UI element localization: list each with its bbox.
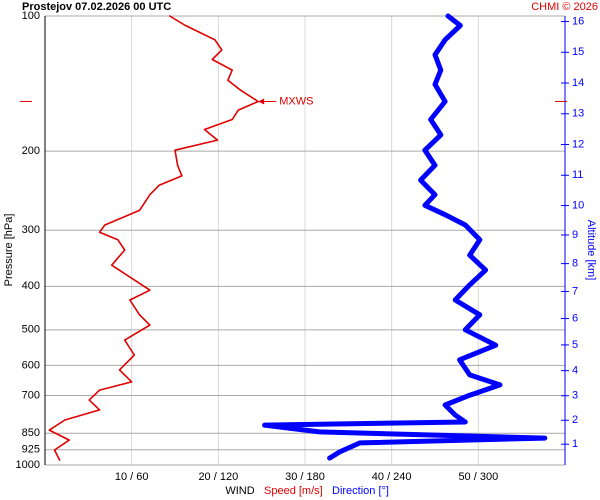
direction-line: [262, 13, 548, 461]
y-tick-label: 1000: [16, 459, 40, 471]
y2-tick-label: 14: [572, 77, 584, 89]
legend-direction: Direction [°]: [332, 485, 389, 497]
credit: CHMI © 2026: [531, 1, 598, 13]
y2-tick-label: 11: [572, 169, 583, 181]
x-tick-label: 30 / 180: [285, 471, 325, 483]
y2-tick-label: 15: [572, 46, 584, 58]
y2-tick-label: 8: [572, 258, 578, 270]
y2-tick-label: 5: [572, 339, 578, 351]
x-tick-label: 10 / 60: [115, 471, 149, 483]
y2-tick-label: 1: [572, 438, 578, 450]
y2-tick-label: 12: [572, 138, 584, 150]
y-tick-label: 500: [22, 324, 40, 336]
y-axis-label: Pressure [hPa]: [3, 214, 15, 287]
y-tick-label: 100: [22, 10, 40, 22]
annotation-arrowhead: [258, 98, 265, 105]
y2-tick-label: 2: [572, 414, 578, 426]
speed-line: [48, 15, 259, 461]
x-tick-label: 40 / 240: [372, 471, 412, 483]
y2-tick-label: 6: [572, 312, 578, 324]
y-tick-label: 300: [22, 224, 40, 236]
y2-tick-label: 4: [572, 365, 578, 377]
y-tick-label: 600: [22, 359, 40, 371]
y2-tick-label: 9: [572, 229, 578, 241]
y2-tick-label: 13: [572, 108, 584, 120]
y-tick-label: 200: [22, 145, 40, 157]
y-tick-label: 925: [22, 444, 40, 456]
y2-axis-label: Altitude [km]: [585, 220, 597, 281]
y-tick-label: 850: [22, 427, 40, 439]
y-tick-label: 700: [22, 389, 40, 401]
y2-tick-label: 10: [572, 199, 584, 211]
chart-title: Prostejov 07.02.2026 00 UTC: [22, 1, 171, 13]
x-tick-label: 20 / 120: [198, 471, 238, 483]
y2-tick-label: 3: [572, 390, 578, 402]
legend-speed: Speed [m/s]: [264, 485, 323, 497]
x-tick-label: 50 / 300: [458, 471, 498, 483]
y2-tick-label: 7: [572, 285, 578, 297]
y2-tick-label: 16: [572, 15, 584, 27]
x-axis-label: WIND: [225, 485, 254, 497]
annotation-label: MXWS: [279, 95, 313, 107]
y-tick-label: 400: [22, 280, 40, 292]
